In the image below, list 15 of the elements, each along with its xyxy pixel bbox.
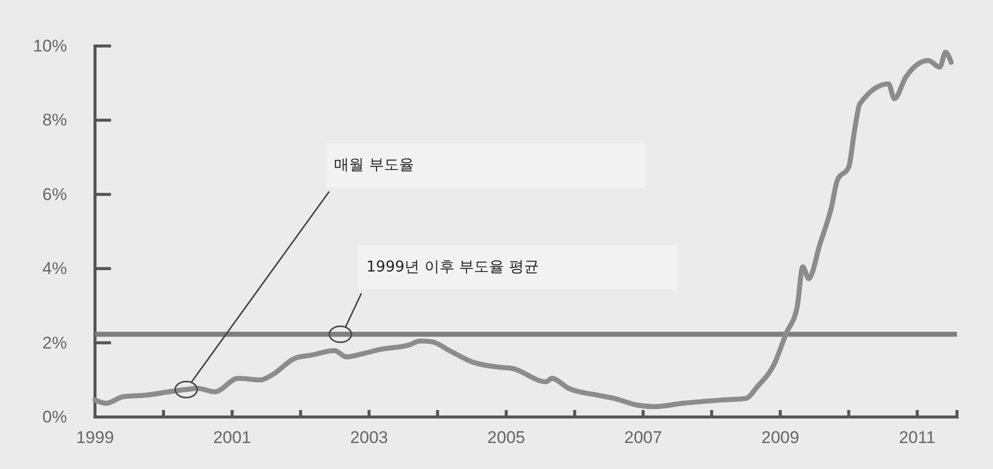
x-tick-label: 2007 [624, 428, 662, 448]
x-tick-label: 1999 [76, 428, 114, 448]
x-tick-label: 2003 [350, 428, 388, 448]
y-tick-label: 0% [42, 407, 67, 426]
x-tick-label: 2001 [213, 428, 252, 448]
y-tick-label: 10% [32, 36, 67, 56]
x-tick-label: 2009 [761, 428, 800, 448]
x-tick-label: 2005 [487, 428, 526, 448]
annotation: 매월 부도율 [334, 156, 414, 174]
y-tick-label: 2% [42, 333, 67, 352]
y-tick-label: 4% [42, 259, 67, 278]
y-tick-label: 8% [42, 110, 67, 130]
y-tick-label: 6% [42, 184, 67, 204]
annotation: 1999년 이후 부도율 평균 [366, 257, 539, 276]
x-tick-label: 2011 [898, 428, 936, 448]
